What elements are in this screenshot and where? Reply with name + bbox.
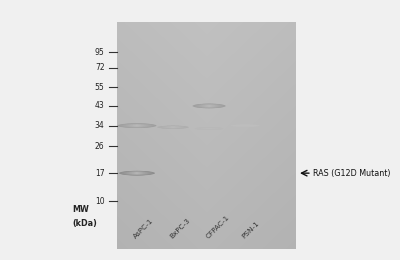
Ellipse shape: [196, 127, 222, 130]
Ellipse shape: [198, 104, 220, 108]
Text: PSN-1: PSN-1: [241, 220, 260, 240]
Ellipse shape: [128, 172, 145, 175]
Ellipse shape: [194, 104, 224, 108]
Ellipse shape: [162, 126, 185, 128]
Ellipse shape: [244, 125, 247, 126]
Text: 10: 10: [95, 197, 104, 206]
Ellipse shape: [201, 128, 217, 129]
Text: 26: 26: [95, 141, 104, 151]
Ellipse shape: [126, 124, 148, 127]
Ellipse shape: [206, 105, 212, 107]
Ellipse shape: [198, 128, 220, 130]
Text: 95: 95: [95, 48, 104, 57]
Text: 55: 55: [95, 83, 104, 92]
Ellipse shape: [208, 128, 211, 129]
Ellipse shape: [201, 105, 217, 107]
Ellipse shape: [202, 128, 216, 129]
Ellipse shape: [209, 128, 210, 129]
Ellipse shape: [203, 105, 215, 107]
Ellipse shape: [127, 172, 147, 175]
Text: 72: 72: [95, 63, 104, 73]
Ellipse shape: [235, 125, 256, 127]
Text: CFPAC-1: CFPAC-1: [205, 214, 230, 240]
Ellipse shape: [130, 124, 144, 127]
Ellipse shape: [124, 124, 150, 127]
Ellipse shape: [119, 171, 155, 176]
Ellipse shape: [206, 128, 212, 129]
Ellipse shape: [205, 128, 213, 129]
Ellipse shape: [135, 125, 139, 126]
Ellipse shape: [160, 126, 186, 129]
Ellipse shape: [136, 125, 137, 126]
Ellipse shape: [240, 125, 251, 126]
Ellipse shape: [170, 127, 176, 128]
Text: (kDa): (kDa): [72, 219, 97, 228]
Ellipse shape: [197, 104, 221, 108]
Ellipse shape: [133, 172, 140, 174]
Ellipse shape: [200, 128, 218, 129]
Ellipse shape: [119, 124, 155, 128]
Ellipse shape: [167, 126, 179, 128]
Ellipse shape: [124, 171, 150, 175]
Ellipse shape: [245, 125, 246, 126]
Ellipse shape: [238, 125, 252, 126]
Ellipse shape: [157, 126, 189, 129]
Ellipse shape: [128, 124, 146, 127]
Ellipse shape: [132, 172, 142, 174]
Ellipse shape: [242, 125, 248, 126]
Ellipse shape: [232, 125, 258, 127]
Ellipse shape: [168, 126, 178, 128]
Ellipse shape: [196, 104, 223, 108]
Text: 34: 34: [95, 121, 104, 130]
Ellipse shape: [231, 124, 260, 127]
Ellipse shape: [120, 171, 153, 175]
Ellipse shape: [236, 125, 254, 127]
Ellipse shape: [166, 126, 180, 128]
Text: RAS (G12D Mutant): RAS (G12D Mutant): [313, 169, 390, 178]
Ellipse shape: [197, 127, 221, 130]
Ellipse shape: [164, 126, 182, 128]
Ellipse shape: [133, 125, 141, 127]
Ellipse shape: [195, 127, 224, 130]
Ellipse shape: [123, 124, 151, 127]
Ellipse shape: [241, 125, 249, 126]
Ellipse shape: [158, 126, 188, 129]
Ellipse shape: [163, 126, 183, 128]
Text: BxPC-3: BxPC-3: [169, 217, 191, 240]
Ellipse shape: [122, 171, 152, 175]
Ellipse shape: [207, 105, 211, 107]
Ellipse shape: [237, 125, 253, 127]
Text: 43: 43: [95, 101, 104, 110]
Ellipse shape: [118, 123, 156, 128]
Ellipse shape: [130, 172, 144, 174]
Ellipse shape: [171, 127, 175, 128]
Ellipse shape: [136, 172, 137, 174]
Ellipse shape: [204, 105, 214, 107]
Ellipse shape: [192, 104, 226, 108]
Ellipse shape: [131, 125, 142, 127]
Ellipse shape: [125, 171, 148, 175]
Text: AsPC-1: AsPC-1: [133, 218, 155, 240]
Ellipse shape: [121, 124, 153, 128]
Text: MW: MW: [72, 205, 89, 214]
Text: 17: 17: [95, 169, 104, 178]
Ellipse shape: [135, 172, 139, 174]
Ellipse shape: [233, 125, 257, 127]
Ellipse shape: [209, 105, 210, 107]
Ellipse shape: [204, 128, 214, 129]
Ellipse shape: [200, 104, 218, 108]
